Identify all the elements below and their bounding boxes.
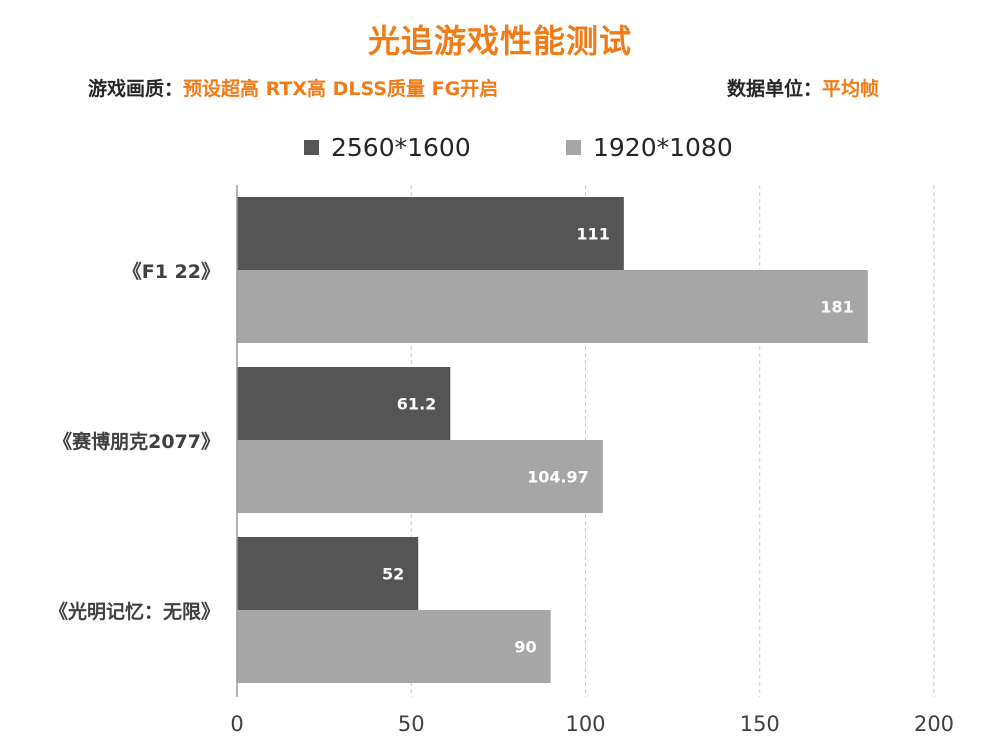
chart-title: 光追游戏性能测试: [367, 22, 632, 60]
legend-item-series-1: 2560*1600: [304, 131, 471, 163]
bar-series-1: [237, 197, 624, 270]
bar-series-1: [237, 367, 451, 440]
x-tick-label: 100: [565, 712, 605, 736]
bar-series-2: [237, 270, 868, 343]
settings-label: 游戏画质：: [88, 78, 184, 100]
legend-swatch-series-2: [566, 139, 581, 155]
legend-swatch-series-1: [304, 139, 319, 155]
x-tick-label: 150: [740, 712, 780, 736]
data-label: 90: [514, 638, 536, 657]
data-label: 104.97: [527, 468, 589, 487]
settings-value: 预设超高 RTX高 DLSS质量 FG开启: [183, 78, 499, 100]
unit-value: 平均帧: [822, 78, 880, 100]
category-label: 《赛博朋克2077》: [53, 430, 220, 453]
data-label: 61.2: [397, 395, 436, 414]
category-label: 《F1 22》: [123, 260, 220, 283]
legend: 2560*1600 1920*1080: [0, 131, 1000, 163]
category-label: 《光明记忆：无限》: [49, 600, 220, 623]
x-tick-label: 200: [914, 712, 954, 736]
bar-series-2: [237, 610, 551, 683]
bar-series-1: [237, 537, 419, 610]
bar-series-2: [237, 440, 603, 513]
data-label: 111: [576, 225, 609, 244]
legend-label-series-2: 1920*1080: [593, 132, 733, 162]
legend-item-series-2: 1920*1080: [566, 131, 733, 163]
unit-line: 数据单位：平均帧: [727, 74, 879, 101]
x-tick-label: 50: [398, 712, 425, 736]
data-label: 52: [382, 565, 404, 584]
legend-label-series-1: 2560*1600: [331, 132, 471, 162]
x-tick-label: 0: [230, 712, 243, 736]
unit-label: 数据单位：: [727, 78, 823, 100]
data-label: 181: [820, 298, 853, 317]
settings-line: 游戏画质：预设超高 RTX高 DLSS质量 FG开启: [88, 74, 498, 101]
